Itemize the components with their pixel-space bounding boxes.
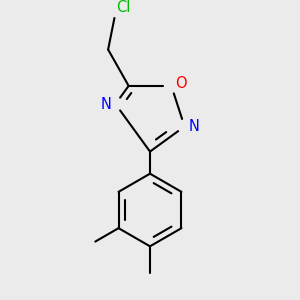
Text: O: O (175, 76, 187, 91)
Text: Cl: Cl (116, 0, 130, 15)
Text: N: N (101, 97, 112, 112)
Text: N: N (188, 119, 199, 134)
